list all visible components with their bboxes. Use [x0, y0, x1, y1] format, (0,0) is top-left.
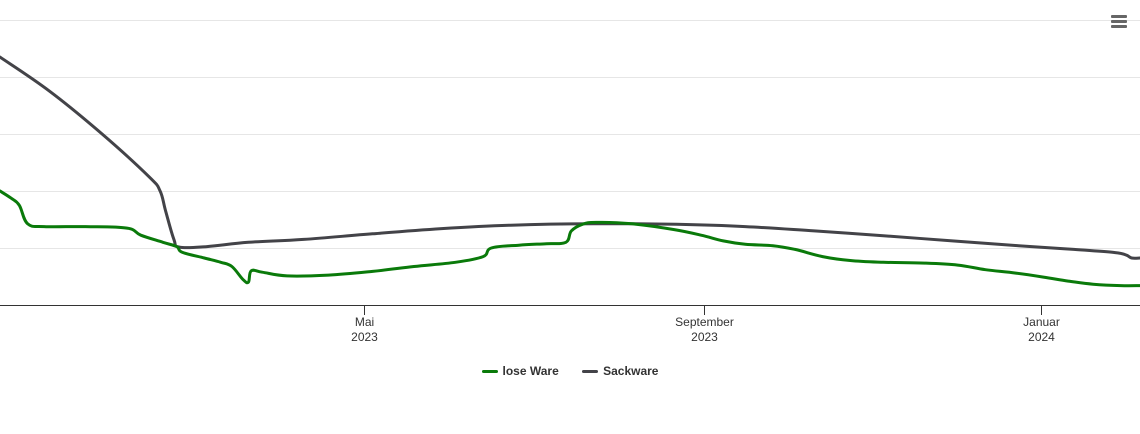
- legend-label-sackware: Sackware: [603, 364, 659, 378]
- legend-label-lose-ware: lose Ware: [502, 364, 559, 378]
- context-menu-button[interactable]: [1104, 8, 1134, 34]
- x-tick-year-label: 2024: [1028, 330, 1055, 344]
- x-tick-label: September: [675, 315, 734, 329]
- legend: lose Ware Sackware: [0, 364, 1140, 378]
- x-tick-year-label: 2023: [691, 330, 718, 344]
- legend-swatch-lose-ware: [481, 370, 498, 374]
- legend-item-lose-ware[interactable]: lose Ware: [481, 364, 559, 378]
- series-line-lose-ware[interactable]: [0, 189, 1140, 288]
- legend-swatch-sackware: [582, 370, 599, 374]
- x-tick-label: Mai: [355, 315, 374, 329]
- series-group: [0, 55, 1140, 288]
- legend-item-sackware[interactable]: Sackware: [582, 364, 658, 378]
- x-tick-year-label: 2023: [351, 330, 378, 344]
- x-tick-label: Januar: [1023, 315, 1060, 329]
- hamburger-menu-icon-bar: [1111, 20, 1127, 23]
- hamburger-menu-icon-bar: [1111, 25, 1127, 28]
- gridlines: [0, 20, 1140, 249]
- hamburger-menu-icon: [1111, 15, 1127, 18]
- series-line-sackware[interactable]: [0, 55, 1140, 260]
